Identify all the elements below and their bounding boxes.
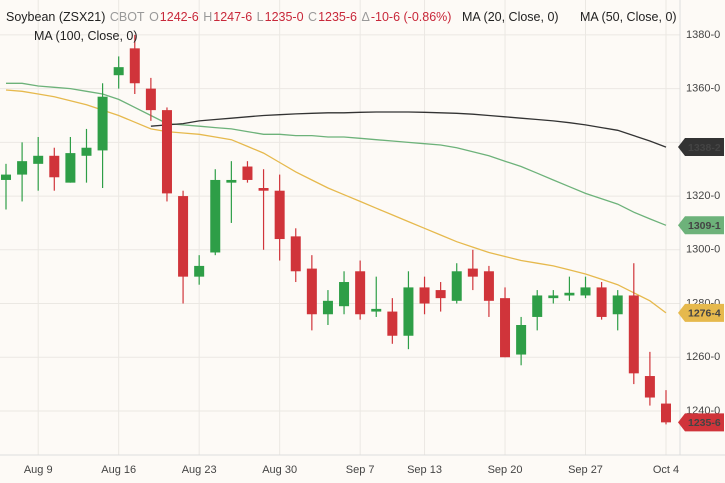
candle-body	[33, 155, 44, 164]
ohlc-key: Δ	[361, 10, 370, 24]
candle-body	[274, 190, 285, 240]
candle-body	[17, 161, 28, 175]
legend-entry: MA (50, Close, 0)	[580, 10, 677, 24]
x-tick-label: Aug 16	[101, 464, 136, 476]
x-tick-label: Aug 9	[24, 464, 53, 476]
x-tick-label: Sep 13	[407, 464, 442, 476]
legend-entry: MA (20, Close, 0)	[462, 10, 559, 24]
candle-body	[258, 188, 269, 191]
candle-body	[403, 287, 414, 336]
y-tick-label: 1300-0	[686, 244, 720, 256]
candle-body	[580, 287, 591, 296]
plot-background	[0, 0, 680, 455]
candle-body	[322, 300, 333, 315]
ohlc-key: O	[149, 10, 159, 24]
x-tick-label: Sep 27	[568, 464, 603, 476]
candle-body	[113, 67, 124, 76]
candle-body	[49, 155, 60, 178]
price-tag-label: 1235-6	[688, 417, 721, 429]
candle-body	[564, 292, 575, 296]
candle-body	[339, 282, 350, 307]
candle-body	[500, 298, 511, 358]
candle-body	[1, 174, 11, 180]
header-line: Soybean (ZSX21) CBOT O1242-6 H1247-6 L12…	[6, 10, 452, 24]
price-tag	[678, 138, 724, 157]
candle-body	[210, 179, 221, 253]
candle-body	[661, 403, 671, 423]
candle-body	[97, 96, 108, 151]
candle-body	[242, 166, 253, 180]
exchange: CBOT	[109, 10, 145, 24]
price-tag	[678, 303, 724, 322]
symbol: Soybean (ZSX21)	[6, 10, 106, 24]
candle-body	[145, 88, 156, 111]
candle-body	[451, 271, 462, 301]
change-value: -10-6 (-0.86%)	[370, 10, 452, 24]
legend-entry: MA (100, Close, 0)	[34, 29, 138, 43]
candle-body	[644, 376, 655, 398]
candle-body	[161, 110, 172, 194]
y-tick-label: 1380-0	[686, 29, 720, 41]
candle-body	[371, 308, 382, 312]
candle-body	[612, 295, 623, 315]
candle-body	[628, 295, 639, 374]
candle-body	[596, 287, 607, 317]
candle-body	[355, 271, 366, 315]
x-tick-label: Aug 30	[262, 464, 297, 476]
ohlc-value: 1235-6	[318, 10, 358, 24]
candle-body	[419, 287, 430, 304]
y-tick-label: 1360-0	[686, 83, 720, 95]
moving-average-line	[6, 82, 667, 226]
price-tag-label: 1309-1	[688, 220, 721, 232]
ohlc-value: 1242-6	[159, 10, 199, 24]
candle-body	[387, 311, 398, 336]
candle-body	[129, 48, 140, 84]
candle-body	[467, 268, 478, 277]
candle-body	[178, 196, 189, 277]
price-tag	[678, 216, 724, 235]
y-tick-label: 1260-0	[686, 351, 720, 363]
y-tick-label: 1320-0	[686, 190, 720, 202]
candle-body	[532, 295, 543, 317]
ohlc-key: C	[308, 10, 318, 24]
candle-body	[306, 268, 317, 315]
candle-body	[516, 325, 527, 355]
candle-body	[81, 147, 92, 156]
candle-body	[435, 290, 446, 299]
candle-body	[290, 236, 301, 272]
price-tag-label: 1338-2	[688, 142, 721, 154]
moving-average-line	[150, 111, 667, 148]
candle-body	[194, 265, 205, 277]
x-tick-label: Sep 20	[488, 464, 523, 476]
candle-body	[548, 295, 559, 299]
price-tag	[678, 413, 724, 432]
ohlc-value: 1247-6	[213, 10, 253, 24]
candle-body	[483, 271, 494, 301]
moving-average-line	[5, 89, 667, 314]
ohlc-value: 1235-0	[264, 10, 304, 24]
x-tick-label: Aug 23	[182, 464, 217, 476]
candle-body	[65, 153, 76, 183]
x-tick-label: Sep 7	[346, 464, 375, 476]
candle-body	[226, 179, 237, 183]
price-tag-label: 1276-4	[688, 308, 721, 320]
ohlc-key: H	[203, 10, 213, 24]
ohlc-key: L	[256, 10, 264, 24]
x-tick-label: Oct 4	[653, 464, 679, 476]
